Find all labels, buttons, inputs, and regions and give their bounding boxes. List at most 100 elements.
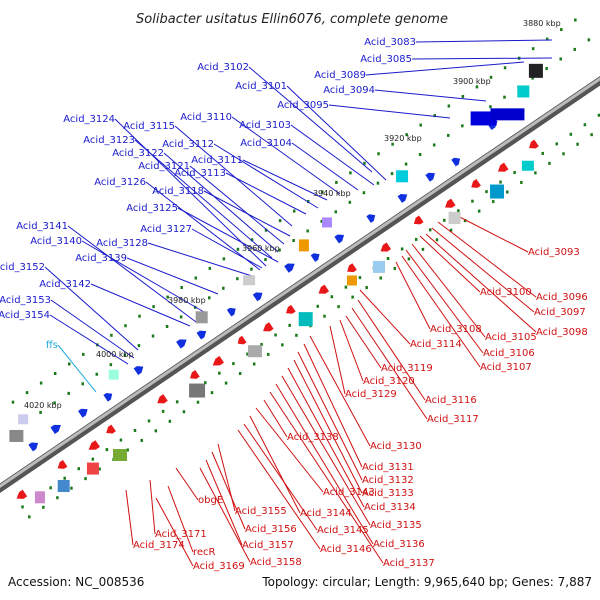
- kbp-tick-label: 3940 kbp: [313, 189, 351, 198]
- gene-label-minus: Acid_3171: [155, 529, 207, 540]
- gene-label-minus: Acid_3137: [383, 558, 435, 569]
- track-dot: [463, 219, 467, 223]
- leader-line: [297, 351, 363, 481]
- gene-label-minus: obgE: [198, 495, 223, 506]
- minus-strand-gene: [237, 335, 247, 345]
- track-dot: [489, 105, 492, 109]
- track-dot: [166, 295, 169, 299]
- leader-lines: [44, 39, 553, 567]
- track-dot: [292, 238, 295, 242]
- track-dot: [379, 276, 382, 280]
- track-dot: [386, 257, 390, 261]
- track-dot: [545, 37, 549, 41]
- plus-strand-gene: [334, 234, 345, 244]
- track-dot: [138, 314, 141, 318]
- gene-label-minus: Acid_3146: [320, 544, 372, 555]
- track-dot: [419, 123, 422, 127]
- track-dot: [432, 143, 436, 147]
- track-dot: [278, 248, 281, 252]
- track-dot: [152, 305, 155, 309]
- inner-feature-block: [373, 260, 386, 273]
- gene-label-plus: Acid_3123: [83, 135, 135, 146]
- kbp-tick-label: 3900 kbp: [453, 77, 491, 86]
- leader-line: [67, 225, 197, 323]
- track-dot: [236, 247, 240, 251]
- track-dot: [137, 344, 141, 348]
- leader-line: [419, 235, 481, 293]
- gene-label-minus: Acid_3144: [300, 508, 352, 519]
- gene-label-minus: Acid_3135: [370, 520, 422, 531]
- track-dot: [461, 94, 465, 98]
- plus-strand-gene: [366, 214, 376, 223]
- leader-line: [345, 315, 382, 369]
- minus-strand-gene: [263, 322, 274, 332]
- track-dot: [53, 401, 56, 405]
- leader-line: [411, 243, 486, 338]
- leader-line: [213, 143, 319, 209]
- leader-line: [211, 451, 246, 530]
- leader-line: [167, 485, 194, 553]
- track-dot: [587, 38, 591, 42]
- plus-strand-gene: [284, 263, 295, 273]
- plus-strand-gene: [252, 292, 263, 302]
- plus-strand-gene: [226, 307, 236, 317]
- gene-label-minus: Acid_3134: [364, 502, 416, 513]
- track-dot: [503, 95, 506, 99]
- gene-label-plus: Acid_3103: [239, 120, 291, 131]
- leader-line: [328, 104, 451, 119]
- leader-line: [249, 415, 301, 514]
- track-dot: [555, 142, 559, 146]
- leader-line: [263, 399, 288, 438]
- leader-line: [57, 344, 97, 393]
- track-dot: [39, 410, 42, 414]
- track-dot: [433, 114, 437, 118]
- inner-feature-block: [112, 449, 127, 462]
- track-dot: [246, 352, 249, 356]
- gene-label-plus: Acid_3115: [123, 121, 175, 132]
- genome-backbone: [0, 75, 600, 494]
- track-dot: [119, 438, 123, 442]
- inner-feature-block: [57, 480, 70, 493]
- leader-line: [145, 181, 261, 271]
- track-dot: [182, 410, 186, 414]
- inner-feature-block: [86, 462, 99, 475]
- track-dot: [447, 133, 450, 137]
- plus-strand-gene: [451, 157, 461, 167]
- minus-strand-gene: [413, 215, 424, 225]
- track-dot: [236, 277, 239, 281]
- gene-label-minus: Acid_3107: [480, 362, 532, 373]
- gene-label-minus: Acid_3138: [287, 432, 339, 443]
- gene-label-plus: Acid_3140: [30, 236, 82, 247]
- leader-line: [365, 61, 525, 76]
- track-dot: [560, 28, 563, 32]
- leader-line: [425, 233, 537, 333]
- track-dot: [70, 486, 73, 490]
- kbp-tick-label: 4020 kbp: [24, 401, 62, 410]
- leader-line: [287, 367, 365, 508]
- leader-line: [374, 89, 487, 102]
- track-dot: [151, 334, 155, 338]
- leader-line: [231, 116, 341, 195]
- leader-line: [291, 142, 359, 191]
- track-dot: [569, 132, 573, 136]
- leader-line: [147, 242, 253, 277]
- track-dot: [11, 400, 15, 404]
- track-dot: [98, 467, 101, 471]
- track-dot: [393, 266, 397, 270]
- track-dot: [218, 371, 221, 375]
- track-dot: [25, 391, 29, 395]
- track-dot: [559, 57, 562, 61]
- track-dot: [349, 171, 352, 175]
- gene-label-plus: Acid_3139: [75, 253, 127, 264]
- leader-line: [351, 307, 428, 420]
- leader-line: [199, 467, 251, 563]
- track-dot: [574, 18, 577, 22]
- track-dot: [576, 142, 579, 146]
- track-dot: [503, 66, 507, 70]
- track-dot: [295, 333, 298, 337]
- track-dot: [21, 505, 24, 509]
- track-dot: [348, 200, 352, 204]
- leader-line: [286, 85, 387, 181]
